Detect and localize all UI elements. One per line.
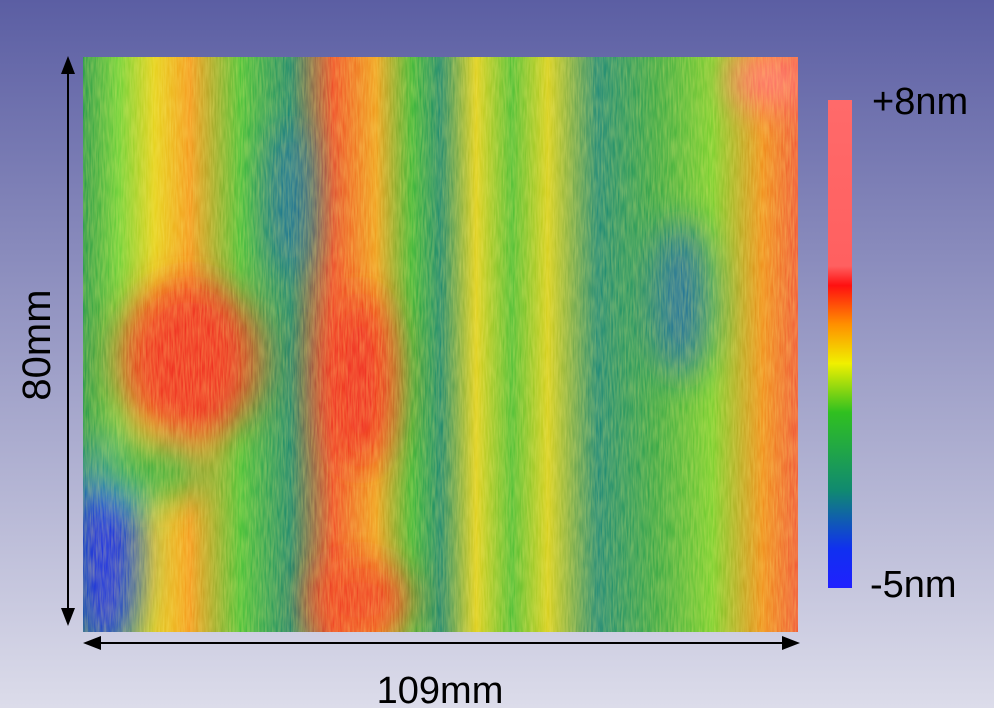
page: {"figure": {"height_label": "80mm", "wid…: [0, 0, 994, 708]
colorbar-min-label: -5nm: [870, 564, 957, 606]
colorbar-max-label: +8nm: [872, 81, 968, 123]
height-map: [70, 50, 810, 660]
figure: 80mm 109mm +8nm -5nm: [0, 0, 994, 708]
height-label: 80mm: [15, 289, 59, 400]
width-label: 109mm: [377, 670, 504, 708]
colorbar: [828, 100, 852, 588]
